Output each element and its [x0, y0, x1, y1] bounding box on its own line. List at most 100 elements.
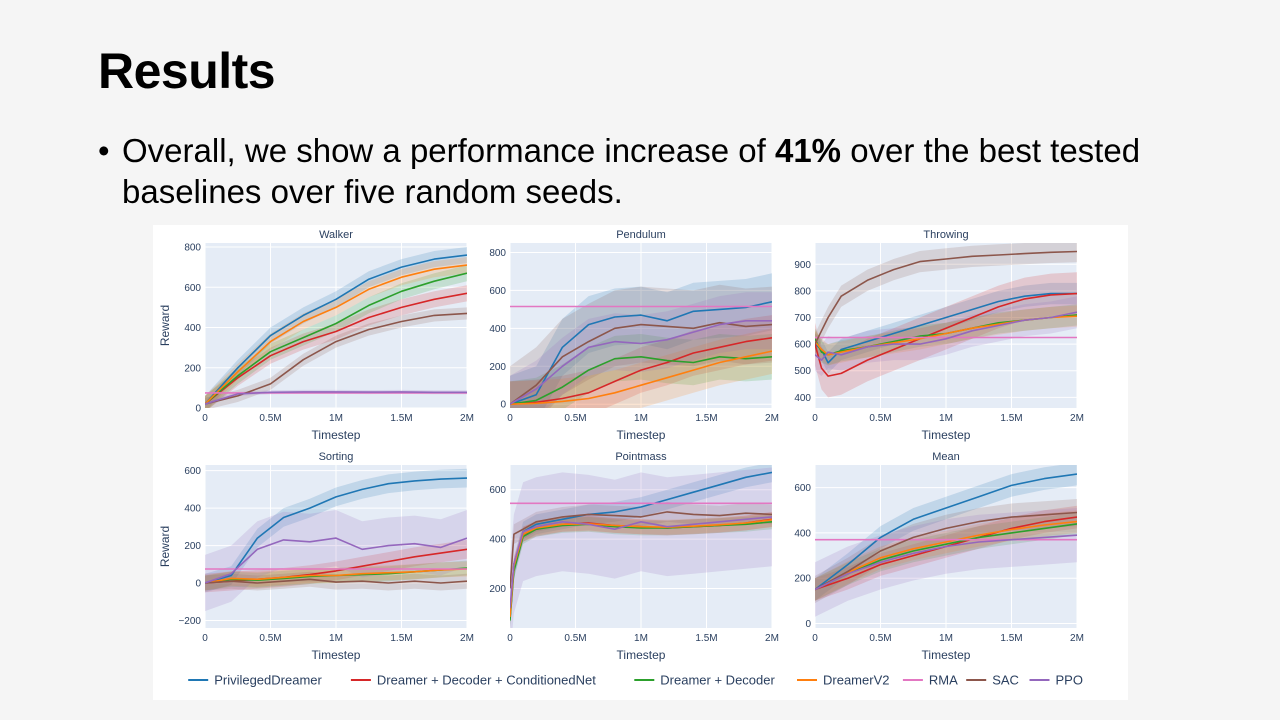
- y-tick-label: 200: [489, 584, 506, 595]
- x-tick-label: 1.5M: [1000, 413, 1022, 424]
- legend-item-dreamerv2: DreamerV2: [797, 673, 889, 688]
- line-sac: [510, 511, 772, 589]
- x-tick-label: 1.5M: [390, 633, 412, 644]
- subplot-title: Sorting: [319, 451, 354, 463]
- y-tick-label: 800: [489, 248, 506, 259]
- line-sac: [815, 511, 1077, 591]
- line-privilegeddreamer: [815, 473, 1077, 591]
- legend-item-rma: RMA: [902, 673, 958, 688]
- line-dreamer-decoder: [205, 272, 467, 405]
- band-dreamerv2: [510, 328, 772, 408]
- y-tick-label: 200: [794, 574, 811, 585]
- results-figure: 0 0.5M 1M 1.5M 2M 0 200 400 600 800 Walker Timestep…: [153, 225, 1128, 700]
- subplot-title: Mean: [932, 451, 960, 463]
- x-tick-label: 0: [507, 633, 513, 644]
- legend-label: RMA: [929, 673, 958, 688]
- line-dreamer-decoder: [510, 356, 772, 405]
- x-axis-label: Timestep: [312, 648, 361, 662]
- x-tick-label: 0: [812, 413, 818, 424]
- x-axis-label: Timestep: [617, 428, 666, 442]
- series-layer: [205, 468, 467, 612]
- y-tick-label: 600: [184, 283, 201, 294]
- y-tick-label: 600: [184, 466, 201, 477]
- y-tick-label: 600: [489, 485, 506, 496]
- bullet-dot: •: [98, 132, 110, 169]
- x-tick-label: 1M: [939, 633, 953, 644]
- legend-label: PPO: [1056, 673, 1083, 688]
- y-tick-label: 0: [195, 404, 201, 415]
- x-tick-label: 2M: [765, 633, 779, 644]
- x-tick-label: 0.5M: [259, 413, 281, 424]
- y-tick-label: 400: [794, 528, 811, 539]
- band-dreamer-decoder: [815, 512, 1077, 601]
- y-tick-label: 900: [794, 260, 811, 271]
- y-tick-label: 0: [195, 579, 201, 590]
- band-dreamer-decoder: [510, 334, 772, 408]
- band-sac: [815, 243, 1077, 355]
- subplot-mean: 0 0.5M 1M 1.5M 2M 0 200 400 600 Mean Timestep: [794, 451, 1084, 662]
- subplot-title: Throwing: [923, 229, 968, 241]
- y-axis-label: Reward: [158, 526, 172, 567]
- slide-title: Results: [98, 43, 276, 99]
- legend-label: PrivilegedDreamer: [214, 673, 322, 688]
- series-layer: [510, 273, 772, 408]
- x-axis-label: Timestep: [312, 428, 361, 442]
- bullet-text-before: Overall, we show a performance increase …: [122, 132, 775, 169]
- legend-label: Dreamer + Decoder: [660, 673, 775, 688]
- x-tick-label: 2M: [460, 413, 474, 424]
- x-tick-label: 0: [202, 633, 208, 644]
- bullet-text: Overall, we show a performance increase …: [122, 130, 1198, 212]
- line-privilegeddreamer: [815, 292, 1077, 364]
- bullet-point: • Overall, we show a performance increas…: [98, 130, 1198, 212]
- legend: PrivilegedDreamer Dreamer + Decoder + Con…: [188, 673, 1083, 688]
- bullet-highlight: 41%: [774, 132, 842, 169]
- x-tick-label: 1.5M: [695, 633, 717, 644]
- legend-item-sac: SAC: [966, 673, 1019, 688]
- x-tick-label: 2M: [1070, 413, 1084, 424]
- y-tick-label: 700: [794, 313, 811, 324]
- band-sac: [510, 284, 772, 408]
- subplot-title: Pointmass: [615, 451, 667, 463]
- series-layer: [815, 243, 1077, 398]
- x-tick-label: 0.5M: [564, 413, 586, 424]
- line-ppo: [815, 534, 1077, 591]
- y-tick-label: 400: [184, 323, 201, 334]
- band-dreamerv2: [205, 257, 467, 408]
- band-ppo: [815, 508, 1077, 617]
- line-ppo: [205, 391, 467, 405]
- line-privilegeddreamer: [205, 254, 467, 405]
- line-ppo: [815, 311, 1077, 361]
- y-tick-label: 200: [489, 362, 506, 373]
- y-tick-label: 400: [794, 393, 811, 404]
- y-tick-label: 800: [184, 243, 201, 254]
- x-tick-label: 0: [202, 413, 208, 424]
- legend-label: DreamerV2: [823, 673, 889, 688]
- line-dreamerv2: [205, 568, 467, 584]
- line-dreamer-decoder-conditionednet: [510, 337, 772, 405]
- legend-label: SAC: [992, 673, 1019, 688]
- x-axis-label: Timestep: [617, 648, 666, 662]
- band-ppo: [815, 296, 1077, 377]
- series-layer: [815, 465, 1077, 617]
- line-sac: [205, 312, 467, 405]
- line-privilegeddreamer: [205, 477, 467, 584]
- band-dreamerv2: [815, 305, 1077, 366]
- band-sac: [205, 571, 467, 591]
- y-tick-label: 400: [489, 324, 506, 335]
- x-axis-label: Timestep: [922, 648, 971, 662]
- x-axis-label: Timestep: [922, 428, 971, 442]
- band-privilegeddreamer: [510, 465, 772, 628]
- line-sac: [205, 578, 467, 584]
- y-tick-label: 600: [794, 340, 811, 351]
- subplot-pointmass: 0 0.5M 1M 1.5M 2M 200 400 600 Pointmass Timestep: [489, 451, 779, 662]
- x-tick-label: 2M: [1070, 633, 1084, 644]
- subplot-sorting: 0 0.5M 1M 1.5M 2M−2000200400600SortingTimest…: [158, 451, 474, 662]
- bullet-text-after: over the best tested baselines over five…: [122, 132, 1141, 210]
- line-privilegeddreamer: [510, 301, 772, 405]
- x-tick-label: 0.5M: [564, 633, 586, 644]
- subplot-pendulum: 0 0.5M 1M 1.5M 2M 0 200 400 600 800 Pendulum Timest…: [489, 229, 779, 442]
- band-ppo: [205, 510, 467, 612]
- y-tick-label: 0: [805, 619, 811, 630]
- y-tick-label: 400: [184, 504, 201, 515]
- line-dreamerv2: [815, 520, 1077, 591]
